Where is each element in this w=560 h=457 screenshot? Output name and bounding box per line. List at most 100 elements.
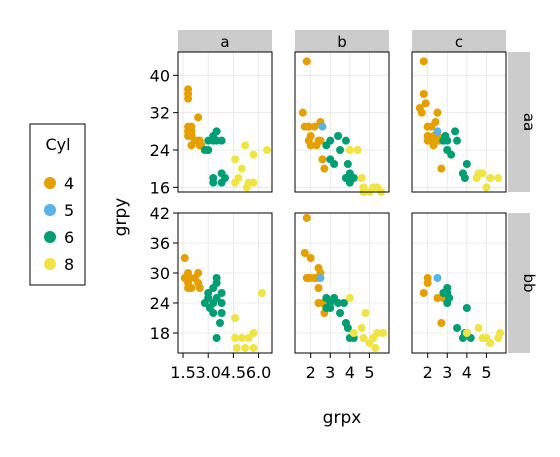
data-point-cyl-4 xyxy=(302,57,311,66)
data-point-cyl-4 xyxy=(320,164,329,173)
panel-border xyxy=(177,212,273,354)
y-tick-label: 24 xyxy=(150,141,170,160)
data-point-cyl-4 xyxy=(195,284,204,292)
strip-label-col-b: b xyxy=(337,33,347,51)
data-point-cyl-6 xyxy=(341,136,350,145)
data-point-cyl-4 xyxy=(187,284,196,292)
data-point-cyl-6 xyxy=(217,289,226,297)
y-tick-label: 16 xyxy=(150,178,170,197)
data-point-cyl-8 xyxy=(361,309,370,317)
strip-col-b xyxy=(295,30,389,52)
panel-c-aa xyxy=(411,51,507,193)
data-point-cyl-6 xyxy=(453,324,462,332)
data-point-cyl-4 xyxy=(180,254,189,262)
x-tick-label: 2 xyxy=(423,363,433,382)
data-point-cyl-8 xyxy=(231,334,240,342)
legend-label-5: 5 xyxy=(64,201,74,220)
data-point-cyl-8 xyxy=(262,146,271,154)
x-tick-label: 5 xyxy=(364,363,374,382)
data-point-cyl-8 xyxy=(373,329,382,337)
data-point-cyl-6 xyxy=(334,299,343,307)
panel-b-aa xyxy=(294,51,390,196)
data-point-cyl-8 xyxy=(237,164,246,173)
data-point-cyl-5 xyxy=(433,274,442,282)
data-point-cyl-6 xyxy=(349,174,358,182)
panel-border xyxy=(294,212,390,354)
data-point-cyl-6 xyxy=(447,150,456,159)
facet-strips: a b c aa bb xyxy=(178,30,538,353)
data-point-cyl-8 xyxy=(462,329,471,337)
data-point-cyl-6 xyxy=(209,309,218,317)
data-point-cyl-8 xyxy=(241,141,250,150)
data-point-cyl-6 xyxy=(443,284,452,292)
data-point-cyl-8 xyxy=(494,174,503,182)
data-point-cyl-4 xyxy=(433,294,442,302)
data-point-cyl-6 xyxy=(453,136,462,145)
legend-label-8: 8 xyxy=(64,255,74,274)
data-point-cyl-8 xyxy=(232,344,241,352)
data-point-cyl-4 xyxy=(419,90,428,98)
panel-border xyxy=(294,51,390,193)
y-tick-label: 18 xyxy=(150,324,170,343)
legend-title: Cyl xyxy=(45,135,70,154)
data-point-cyl-6 xyxy=(339,299,348,307)
data-point-cyl-6 xyxy=(445,294,454,302)
legend-key-8 xyxy=(44,258,56,270)
x-tick-label: 3 xyxy=(325,363,335,382)
panel-b-bb xyxy=(294,212,390,354)
data-point-cyl-4 xyxy=(187,122,196,131)
legend-box xyxy=(29,123,86,286)
data-point-cyl-8 xyxy=(482,183,491,192)
data-point-cyl-4 xyxy=(300,249,309,257)
y-axis-title: grpy xyxy=(111,198,131,237)
data-point-cyl-6 xyxy=(326,304,335,312)
data-point-cyl-4 xyxy=(194,113,203,122)
panel-background xyxy=(178,213,272,353)
data-point-cyl-4 xyxy=(419,57,428,66)
data-point-cyl-6 xyxy=(204,146,213,154)
data-point-cyl-6 xyxy=(334,132,343,140)
data-point-cyl-5 xyxy=(433,127,442,136)
x-tick-label: 2 xyxy=(306,363,316,382)
strip-label-row-aa: aa xyxy=(520,113,538,131)
strip-label-col-c: c xyxy=(455,33,463,51)
data-point-cyl-6 xyxy=(212,294,221,302)
data-point-cyl-6 xyxy=(330,160,339,168)
data-point-cyl-4 xyxy=(306,141,315,150)
data-point-cyl-6 xyxy=(212,334,221,342)
y-tick-label: 36 xyxy=(150,234,170,253)
data-point-cyl-5 xyxy=(318,122,327,131)
x-tick-label: 6.0 xyxy=(246,363,271,382)
strip-row-aa xyxy=(508,52,530,192)
data-point-cyl-8 xyxy=(241,344,250,352)
data-point-cyl-6 xyxy=(343,160,352,168)
panel-a-bb xyxy=(177,212,273,354)
data-point-cyl-4 xyxy=(423,279,432,287)
strip-label-row-bb: bb xyxy=(520,273,538,292)
data-point-cyl-4 xyxy=(306,132,315,140)
y-tick-label: 24 xyxy=(150,294,170,313)
panel-background xyxy=(178,52,272,192)
data-point-cyl-4 xyxy=(304,122,313,131)
data-point-cyl-8 xyxy=(231,314,240,322)
strip-col-a xyxy=(178,30,272,52)
legend: Cyl 4 5 6 8 xyxy=(29,123,86,286)
data-point-cyl-6 xyxy=(212,279,221,287)
data-point-cyl-4 xyxy=(184,94,193,103)
data-point-cyl-8 xyxy=(357,324,366,332)
data-point-cyl-4 xyxy=(417,108,426,117)
x-tick-label: 4 xyxy=(462,363,472,382)
x-tick-label: 4 xyxy=(345,363,355,382)
data-point-cyl-6 xyxy=(462,160,471,168)
data-point-cyl-8 xyxy=(231,155,240,164)
data-point-cyl-6 xyxy=(215,319,224,327)
data-point-cyl-6 xyxy=(217,299,226,307)
data-point-cyl-4 xyxy=(433,108,442,117)
data-point-cyl-8 xyxy=(345,294,354,302)
data-point-cyl-8 xyxy=(474,324,483,332)
data-point-cyl-6 xyxy=(212,127,221,136)
x-tick-label: 3.0 xyxy=(195,363,220,382)
data-point-cyl-8 xyxy=(249,150,258,159)
data-point-cyl-4 xyxy=(419,289,428,297)
data-point-cyl-8 xyxy=(379,329,388,337)
